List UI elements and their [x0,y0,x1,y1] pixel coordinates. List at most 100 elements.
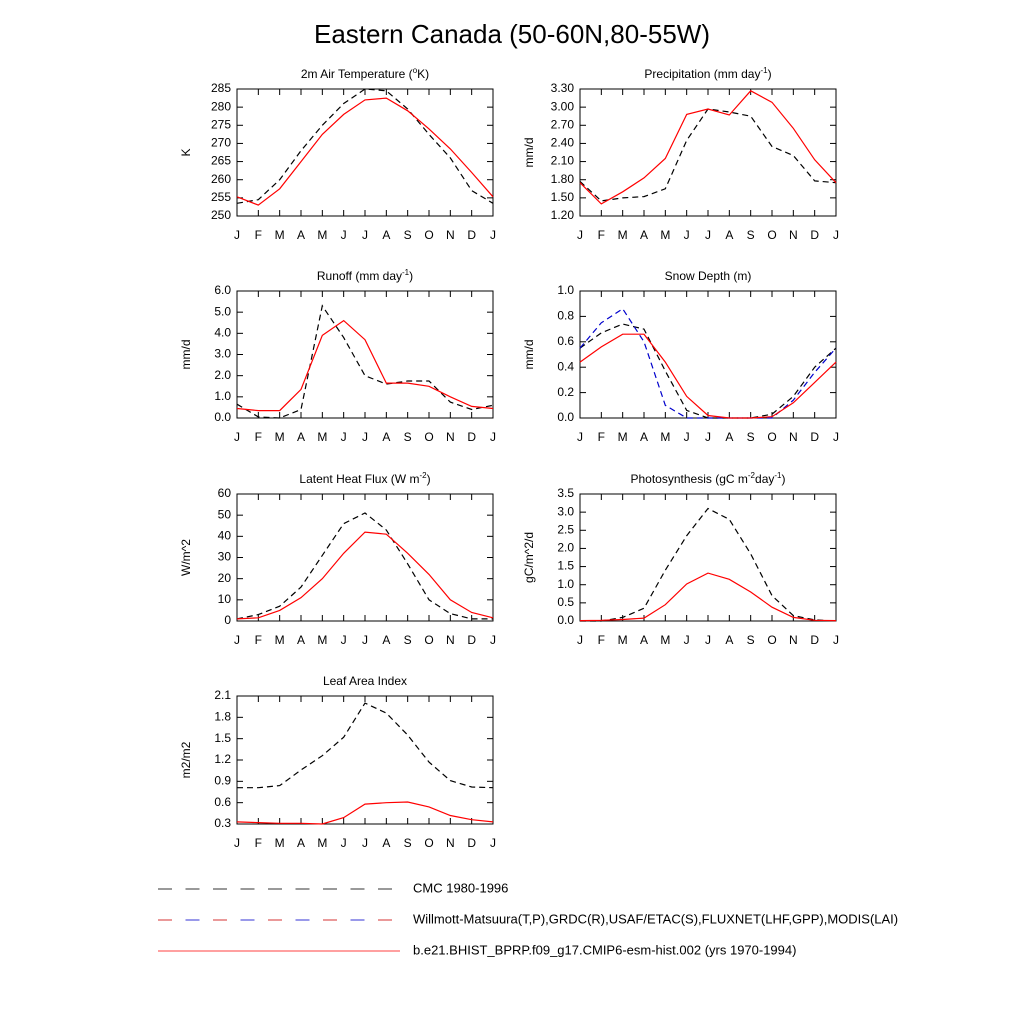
main-title: Eastern Canada (50-60N,80-55W) [314,19,710,49]
x-tick-label: D [810,633,819,647]
panel-title: Runoff (mm day-1) [317,268,413,284]
title-part: Leaf Area Index [323,674,407,688]
x-tick-label: M [317,430,327,444]
x-tick-label: A [382,430,390,444]
data-line [236,512,493,620]
x-tick-label: J [684,633,690,647]
x-tick-label: D [467,430,476,444]
y-tick-label: 0.3 [214,816,231,830]
y-tick-label: 1.50 [551,190,575,204]
x-tick-label: M [618,430,628,444]
y-tick-label: 1.80 [551,172,575,186]
y-tick-label: 2.0 [557,541,574,555]
x-tick-label: D [467,836,476,850]
x-tick-label: N [446,430,455,444]
x-tick-label: M [660,228,670,242]
title-superscript: -2 [419,471,427,480]
x-tick-label: A [297,430,305,444]
y-tick-label: 0.6 [214,795,231,809]
y-tick-label: 5.0 [214,304,231,318]
x-tick-label: A [382,633,390,647]
x-tick-label: J [705,430,711,444]
title-part: day [755,472,774,486]
data-line [579,572,837,622]
y-tick-label: 0.5 [557,595,574,609]
x-tick-label: F [255,430,262,444]
x-tick-label: J [833,430,839,444]
data-line [579,323,837,419]
x-tick-label: S [747,430,755,444]
x-tick-label: J [833,228,839,242]
x-tick-label: S [404,228,412,242]
y-tick-label: 280 [211,99,231,113]
panel-title: Leaf Area Index [323,674,407,688]
title-superscript: -1 [774,471,782,480]
x-tick-label: N [789,633,798,647]
x-tick-label: M [660,633,670,647]
x-tick-label: J [684,228,690,242]
y-tick-label: 1.5 [214,731,231,745]
y-tick-label: 265 [211,154,231,168]
x-tick-label: D [810,228,819,242]
y-tick-label: 0.9 [214,774,231,788]
y-tick-label: 1.0 [214,389,231,403]
data-line [579,307,837,419]
x-tick-label: J [341,228,347,242]
plot-frame [236,88,494,217]
x-tick-label: A [640,633,648,647]
data-line [236,319,494,412]
y-tick-label: 0.4 [557,359,574,373]
title-part: K) [417,67,429,81]
title-part: Precipitation (mm day [644,67,760,81]
y-tick-label: 0 [224,613,231,627]
y-tick-label: 0.8 [557,309,574,323]
y-tick-label: 20 [218,571,232,585]
title-part: Latent Heat Flux (W m [299,472,419,486]
x-tick-label: J [362,430,368,444]
x-tick-label: F [255,633,262,647]
y-axis-label: mm/d [522,138,536,168]
plot-frame [236,493,494,622]
y-tick-label: 1.8 [214,710,231,724]
y-tick-label: 0.2 [557,385,574,399]
x-tick-label: J [577,633,583,647]
title-superscript: -1 [402,268,410,277]
x-tick-label: J [705,633,711,647]
x-tick-label: F [598,228,605,242]
y-tick-label: 60 [218,486,232,500]
x-tick-label: J [833,633,839,647]
y-axis-label: K [179,148,193,156]
title-part: Runoff (mm day [317,269,402,283]
data-line [580,507,837,622]
x-tick-label: O [424,430,433,444]
y-tick-label: 3.30 [551,81,575,95]
x-tick-label: A [725,228,733,242]
x-tick-label: M [275,836,285,850]
x-tick-label: J [490,430,496,444]
x-tick-label: O [767,633,776,647]
y-tick-label: 275 [211,117,231,131]
y-tick-label: 4.0 [214,326,231,340]
x-tick-label: S [747,633,755,647]
data-line [236,531,494,620]
x-tick-label: O [767,228,776,242]
y-axis-label: W/m^2 [179,539,193,576]
x-tick-label: F [598,633,605,647]
y-tick-label: 1.5 [557,559,574,573]
y-tick-label: 30 [218,550,232,564]
y-tick-label: 0.0 [557,410,574,424]
x-tick-label: A [725,633,733,647]
x-tick-label: M [317,228,327,242]
y-axis-label: mm/d [179,340,193,370]
x-tick-label: M [275,228,285,242]
x-tick-label: M [317,836,327,850]
x-tick-label: M [275,430,285,444]
data-line [236,304,494,419]
x-tick-label: O [424,633,433,647]
y-tick-label: 3.0 [214,347,231,361]
x-tick-label: A [382,228,390,242]
x-tick-label: M [275,633,285,647]
panel-title: Photosynthesis (gC m-2day-1) [631,471,786,487]
y-tick-label: 10 [218,592,232,606]
x-tick-label: M [618,228,628,242]
